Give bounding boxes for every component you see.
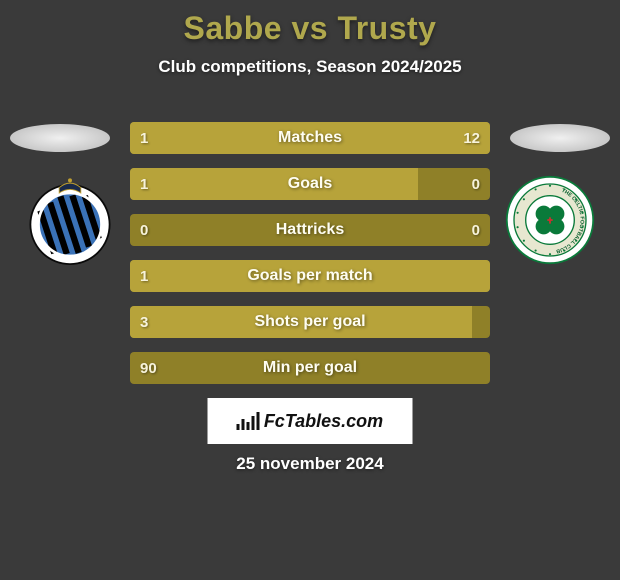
club-logo-left [25, 175, 115, 265]
branding-text: FcTables.com [264, 411, 383, 432]
branding-badge: FcTables.com [208, 398, 413, 444]
club-logo-right: THE CELTIC FOOTBALL CLUB [505, 175, 595, 265]
bar-row: 3 Shots per goal [130, 306, 490, 338]
bar-label: Matches [130, 122, 490, 154]
player-photo-left-placeholder [10, 124, 110, 152]
bar-chart-icon [237, 412, 260, 430]
bar-label: Goals per match [130, 260, 490, 292]
bar-row: 1 Matches 12 [130, 122, 490, 154]
bar-label: Min per goal [130, 352, 490, 384]
comparison-bars: 1 Matches 12 1 Goals 0 0 Hattricks 0 1 G… [130, 122, 490, 398]
club-brugge-icon [25, 175, 115, 265]
celtic-icon: THE CELTIC FOOTBALL CLUB [505, 175, 595, 265]
comparison-title: Sabbe vs Trusty [0, 0, 620, 47]
bar-label: Goals [130, 168, 490, 200]
bar-row: 90 Min per goal [130, 352, 490, 384]
bar-row: 1 Goals 0 [130, 168, 490, 200]
bar-right-value: 0 [472, 168, 480, 200]
bar-label: Shots per goal [130, 306, 490, 338]
footer-date: 25 november 2024 [0, 454, 620, 474]
comparison-subtitle: Club competitions, Season 2024/2025 [0, 57, 620, 77]
bar-row: 0 Hattricks 0 [130, 214, 490, 246]
bar-row: 1 Goals per match [130, 260, 490, 292]
bar-label: Hattricks [130, 214, 490, 246]
player-photo-right-placeholder [510, 124, 610, 152]
bar-right-value: 0 [472, 214, 480, 246]
bar-right-value: 12 [463, 122, 480, 154]
